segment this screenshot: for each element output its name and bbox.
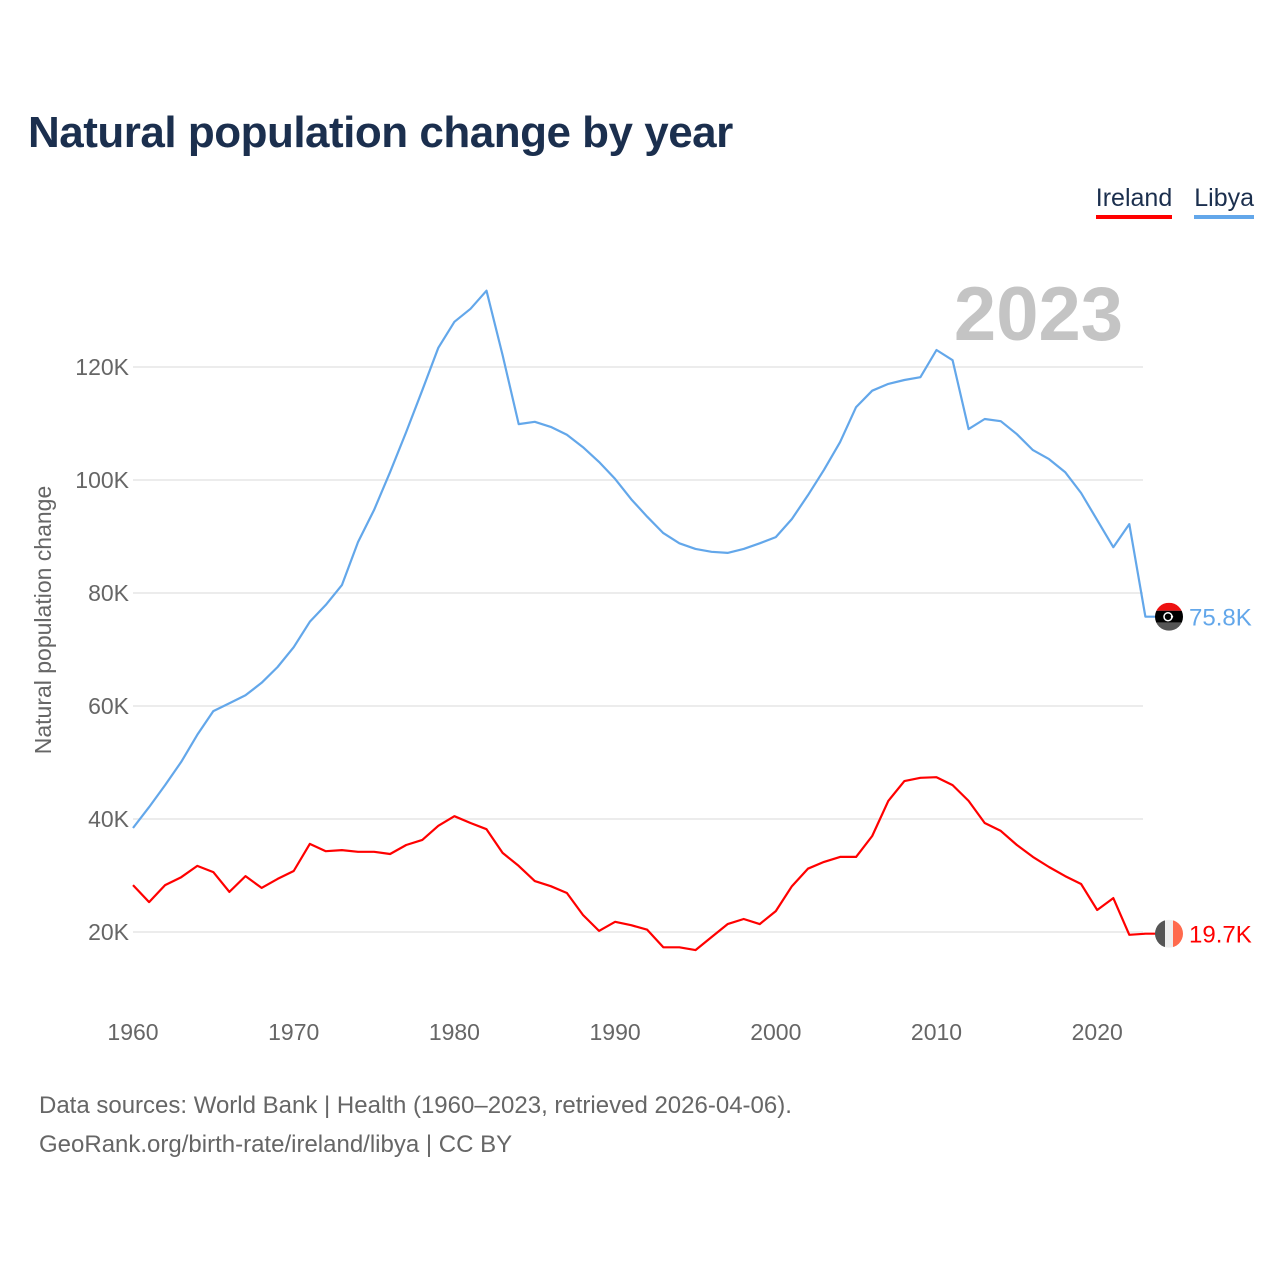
x-tick-label: 2010: [911, 1019, 962, 1045]
y-tick-label: 40K: [88, 806, 130, 832]
x-tick-label: 2020: [1072, 1019, 1123, 1045]
series-line-ireland: [132, 776, 1156, 952]
legend-item-libya[interactable]: Libya: [1194, 184, 1254, 219]
x-tick-label: 1960: [107, 1019, 158, 1045]
x-tick-label: 1990: [590, 1019, 641, 1045]
y-tick-label: 60K: [88, 693, 130, 719]
legend-item-ireland[interactable]: Ireland: [1095, 184, 1173, 219]
chart-title: Natural population change by year: [28, 108, 733, 157]
end-value-label-libya: 75.8K: [1189, 605, 1252, 632]
data-source-text: Data sources: World Bank | Health (1960–…: [39, 1092, 792, 1119]
year-overlay: 2023: [954, 272, 1123, 357]
x-tick-label: 1970: [268, 1019, 319, 1045]
attribution-link[interactable]: GeoRank.org/birth-rate/ireland/libya | C…: [39, 1131, 513, 1158]
y-tick-label: 120K: [75, 354, 129, 380]
y-tick-label: 100K: [75, 467, 129, 493]
x-tick-label: 1980: [429, 1019, 480, 1045]
series-line-libya: [132, 289, 1156, 829]
footer: Data sources: World Bank | Health (1960–…: [39, 1086, 792, 1164]
legend: Ireland Libya: [1095, 184, 1254, 219]
y-tick-label: 80K: [88, 580, 130, 606]
libya-flag-icon: [1155, 602, 1183, 631]
y-axis-title: Natural population change: [30, 486, 56, 755]
ireland-flag-icon: [1155, 919, 1183, 948]
x-tick-label: 2000: [750, 1019, 801, 1045]
end-value-label-ireland: 19.7K: [1189, 922, 1252, 949]
y-tick-label: 20K: [88, 919, 130, 945]
